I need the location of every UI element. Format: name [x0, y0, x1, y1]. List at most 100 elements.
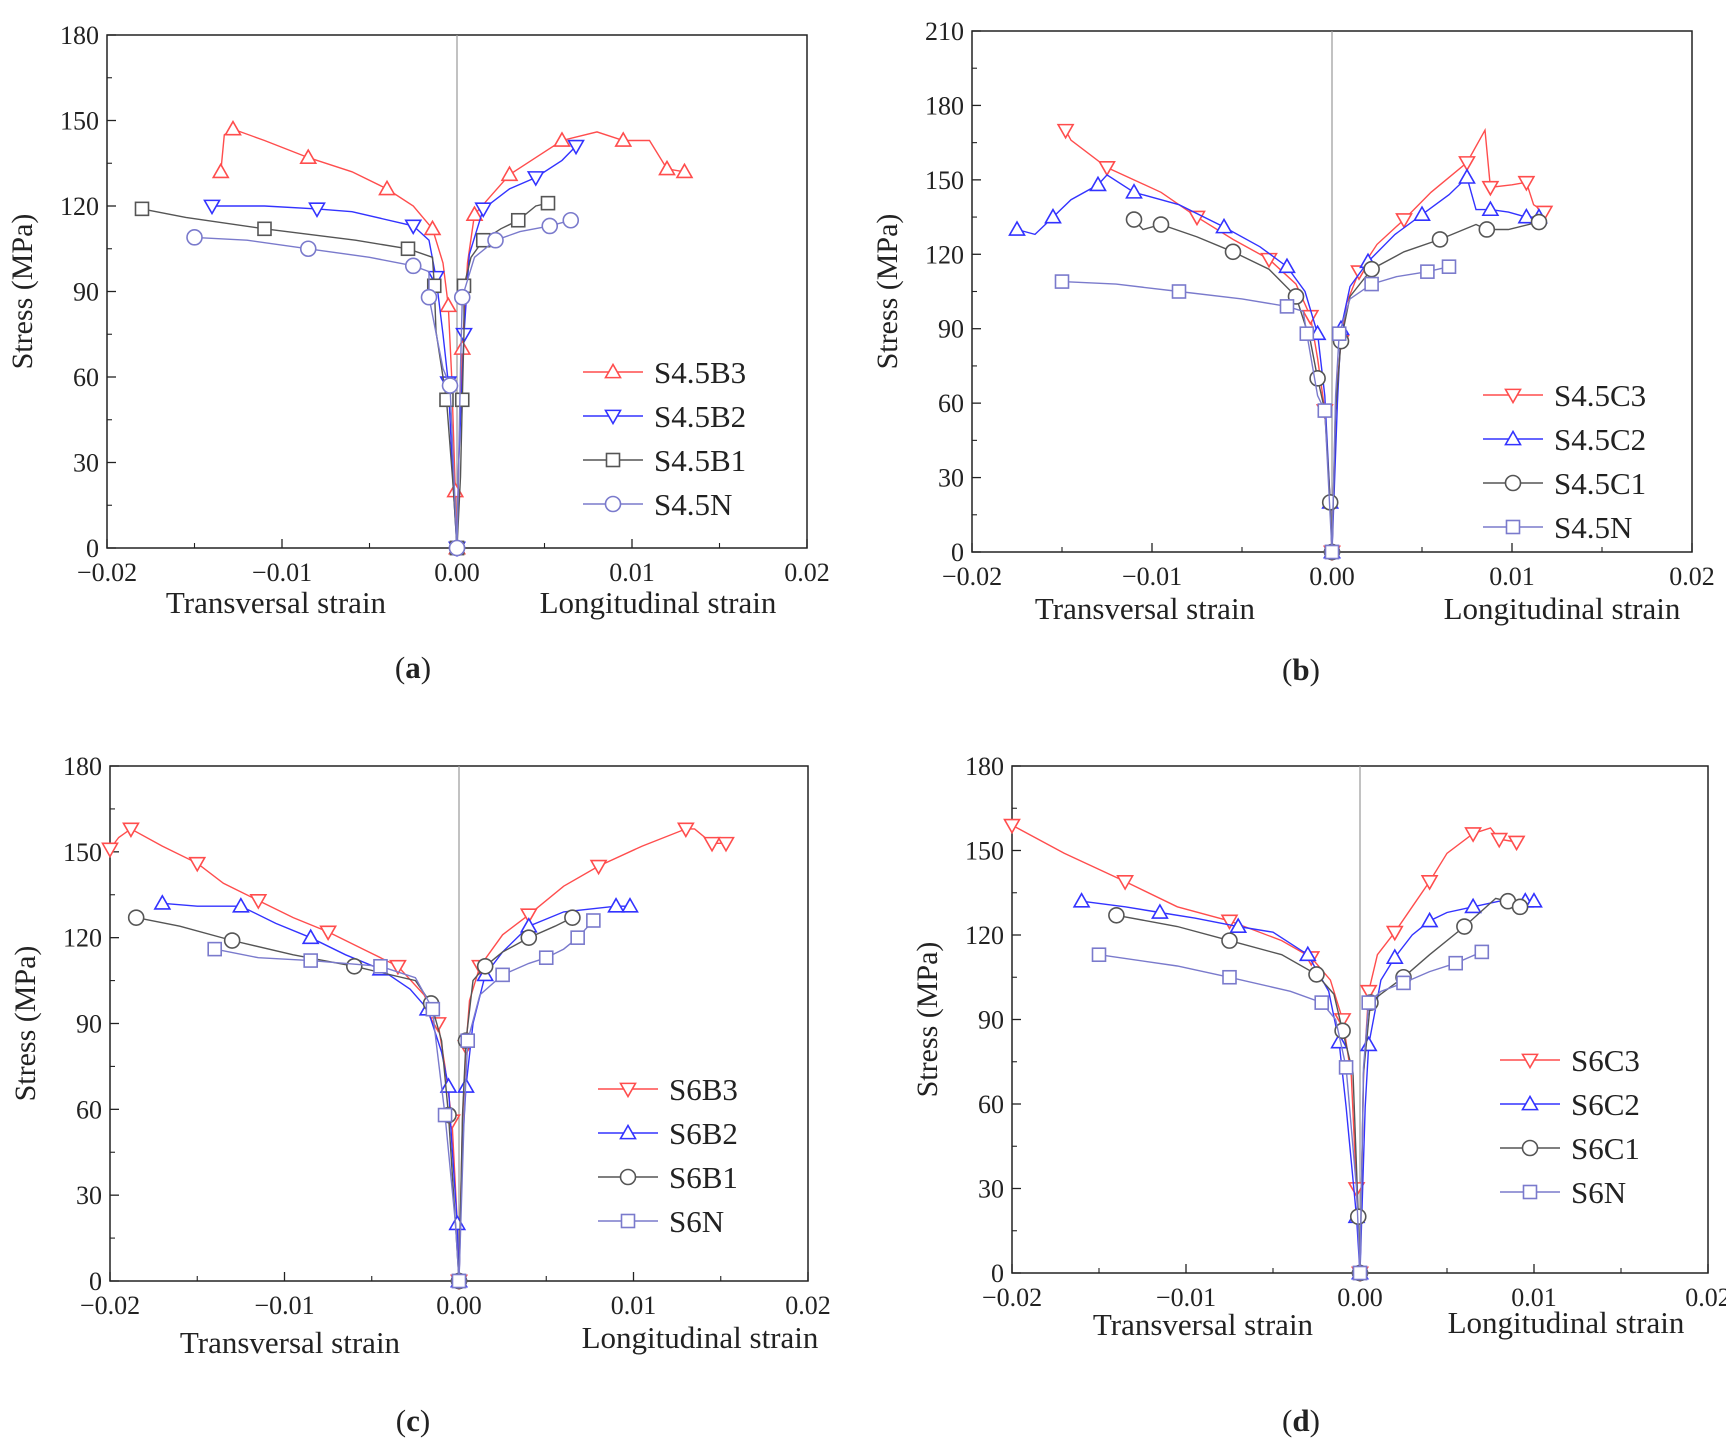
y-tick-label: 180 — [925, 91, 964, 120]
data-point — [437, 1107, 453, 1123]
data-point — [319, 925, 338, 942]
series-S4.5B3 — [211, 119, 694, 555]
panel-caption: (d) — [1282, 1403, 1320, 1438]
data-point — [231, 897, 250, 913]
x-tick-label: 0.01 — [609, 558, 655, 587]
legend-label: S6B1 — [669, 1160, 738, 1195]
x-label-longitudinal: Longitudinal strain — [1444, 591, 1681, 626]
data-point — [1044, 207, 1062, 224]
transversal-line — [220, 128, 458, 549]
legend-entry: S6N — [1500, 1175, 1626, 1210]
data-point — [453, 288, 471, 306]
data-point — [1431, 231, 1449, 248]
legend-label: S4.5B3 — [654, 355, 746, 390]
data-point — [1338, 1060, 1354, 1075]
y-tick-label: 150 — [965, 837, 1004, 866]
x-label-longitudinal: Longitudinal strain — [1448, 1305, 1685, 1340]
data-point — [1220, 914, 1239, 931]
data-point — [1361, 995, 1376, 1010]
data-point — [1364, 276, 1379, 292]
data-point — [1352, 1265, 1368, 1281]
series-S4.5B1 — [134, 195, 556, 556]
y-tick-label: 180 — [965, 752, 1004, 781]
data-point — [1396, 975, 1411, 991]
legend-marker — [619, 1123, 637, 1140]
legend-label: S4.5C3 — [1554, 378, 1646, 413]
caption-close-paren: ) — [1310, 1403, 1320, 1438]
y-tick-label: 180 — [63, 752, 102, 781]
x-label-longitudinal: Longitudinal strain — [582, 1320, 819, 1355]
data-point — [1490, 832, 1509, 849]
y-tick-label: 30 — [73, 449, 99, 478]
data-point — [249, 894, 268, 910]
y-axis-title: Stress (MPa) — [911, 942, 944, 1098]
data-point — [441, 377, 459, 394]
transversal-line — [194, 236, 458, 549]
x-tick-label: −0.01 — [1122, 562, 1182, 591]
legend-entry: S6N — [598, 1204, 724, 1239]
caption-open-paren: ( — [1282, 652, 1292, 687]
transversal-line — [1011, 824, 1361, 1274]
data-point — [1324, 544, 1340, 560]
legend-entry: S6B3 — [598, 1072, 738, 1107]
x-tick-label: 0.01 — [1511, 1283, 1557, 1312]
data-point — [1464, 897, 1482, 914]
caption-open-paren: ( — [395, 650, 405, 685]
data-point — [1229, 917, 1248, 933]
data-point — [211, 162, 230, 179]
x-tick-label: −0.01 — [252, 558, 312, 587]
chart-panel-d: 0 30 60 90 120 150 180 −0.02 −0.01 0.00 0.01 0.02 St… — [911, 752, 1726, 1438]
x-tick-label: 0.02 — [784, 558, 830, 587]
transversal-line — [141, 208, 458, 549]
data-point — [1448, 955, 1463, 971]
legend-entry: S6C1 — [1500, 1131, 1640, 1166]
y-tick-label: 0 — [951, 538, 964, 567]
transversal-line — [1064, 129, 1333, 553]
legend-entry: S6B1 — [598, 1160, 738, 1195]
x-tick-label: 0.01 — [1489, 562, 1535, 591]
data-point — [1525, 892, 1543, 908]
x-tick-label: 0.01 — [611, 1291, 657, 1320]
y-tick-label: 30 — [938, 464, 964, 493]
panel-caption: (c) — [396, 1403, 430, 1438]
legend-entry: S6C3 — [1500, 1043, 1640, 1078]
data-point — [1464, 827, 1482, 843]
y-axis-title: Stress (MPa) — [871, 214, 904, 370]
caption-letter: d — [1292, 1403, 1309, 1438]
data-point — [188, 856, 207, 873]
y-tick-label: 60 — [978, 1090, 1004, 1119]
y-tick-label: 30 — [76, 1181, 102, 1210]
data-point — [1224, 243, 1242, 261]
x-label-transversal: Transversal strain — [180, 1325, 401, 1360]
data-point — [1298, 945, 1317, 962]
data-point — [299, 148, 318, 164]
y-tick-label: 90 — [938, 315, 964, 344]
x-label-transversal: Transversal strain — [166, 585, 387, 620]
data-point — [1056, 123, 1075, 140]
legend-marker — [619, 1168, 637, 1186]
y-tick-label: 120 — [63, 924, 102, 953]
data-point — [607, 897, 625, 913]
data-point — [510, 212, 526, 228]
series-S4.5B2 — [203, 139, 585, 558]
legend-marker — [1504, 388, 1522, 405]
data-point — [476, 957, 494, 975]
longitudinal-line — [1359, 827, 1517, 1274]
data-point — [1517, 207, 1536, 224]
y-tick-label: 90 — [978, 1006, 1004, 1035]
y-tick-label: 90 — [73, 278, 99, 307]
legend-label: S6N — [1571, 1175, 1626, 1210]
data-point — [540, 195, 556, 211]
x-tick-label: −0.02 — [982, 1283, 1042, 1312]
y-tick-label: 150 — [60, 107, 99, 136]
legend-entry: S4.5B2 — [583, 399, 746, 434]
data-point — [520, 929, 538, 946]
data-point — [345, 957, 363, 975]
series-S4.5N — [1054, 259, 1457, 560]
y-tick-label: 120 — [60, 192, 99, 221]
x-tick-label: 0.02 — [1669, 562, 1715, 591]
longitudinal-line — [456, 219, 571, 549]
x-label-longitudinal: Longitudinal strain — [540, 585, 777, 620]
transversal-line — [136, 916, 460, 1282]
data-point — [703, 836, 721, 853]
